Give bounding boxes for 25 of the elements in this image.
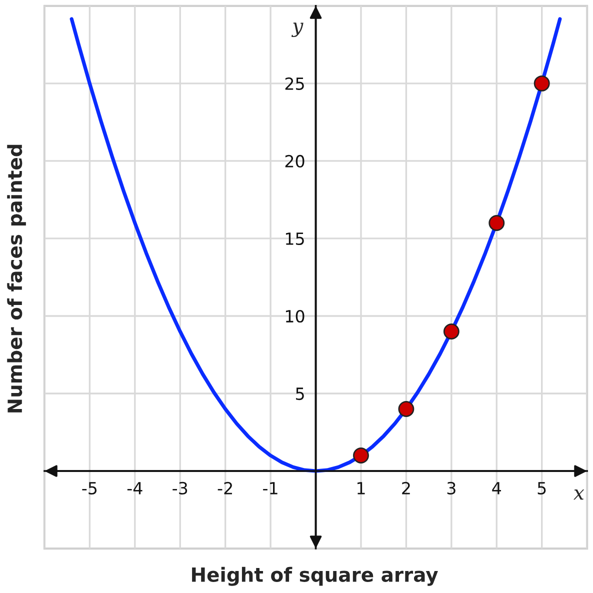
line-series: [70, 17, 562, 473]
annotation: y: [291, 22, 304, 38]
y-tick-label: 5: [296, 388, 304, 400]
x-tick-label: 2: [402, 482, 410, 494]
point: [353, 448, 369, 464]
x-tick-label: -3: [172, 482, 188, 494]
y-tick-label: 20: [285, 154, 304, 168]
y-tick-label: 25: [285, 77, 304, 90]
annotation: x: [574, 490, 584, 500]
x-tick-label: 1: [358, 482, 365, 494]
x-tick-label: -2: [218, 482, 232, 494]
x-tick-label: -5: [82, 482, 97, 494]
y-axis-title: Number of faces painted: [7, 144, 26, 412]
point: [443, 324, 460, 340]
point: [488, 214, 505, 231]
x-tick-label: 3: [447, 482, 456, 494]
x-tick-label: -1: [263, 482, 278, 494]
y-tick-label: 15: [286, 232, 304, 246]
y-tick-label: 10: [286, 310, 304, 323]
x-tick-label: 5: [538, 482, 546, 494]
x-tick-label: -4: [127, 482, 142, 494]
x-axis-title: Height of square array: [192, 566, 438, 586]
point: [398, 401, 414, 417]
x-tick-label: 4: [492, 482, 502, 494]
point: [534, 75, 550, 92]
